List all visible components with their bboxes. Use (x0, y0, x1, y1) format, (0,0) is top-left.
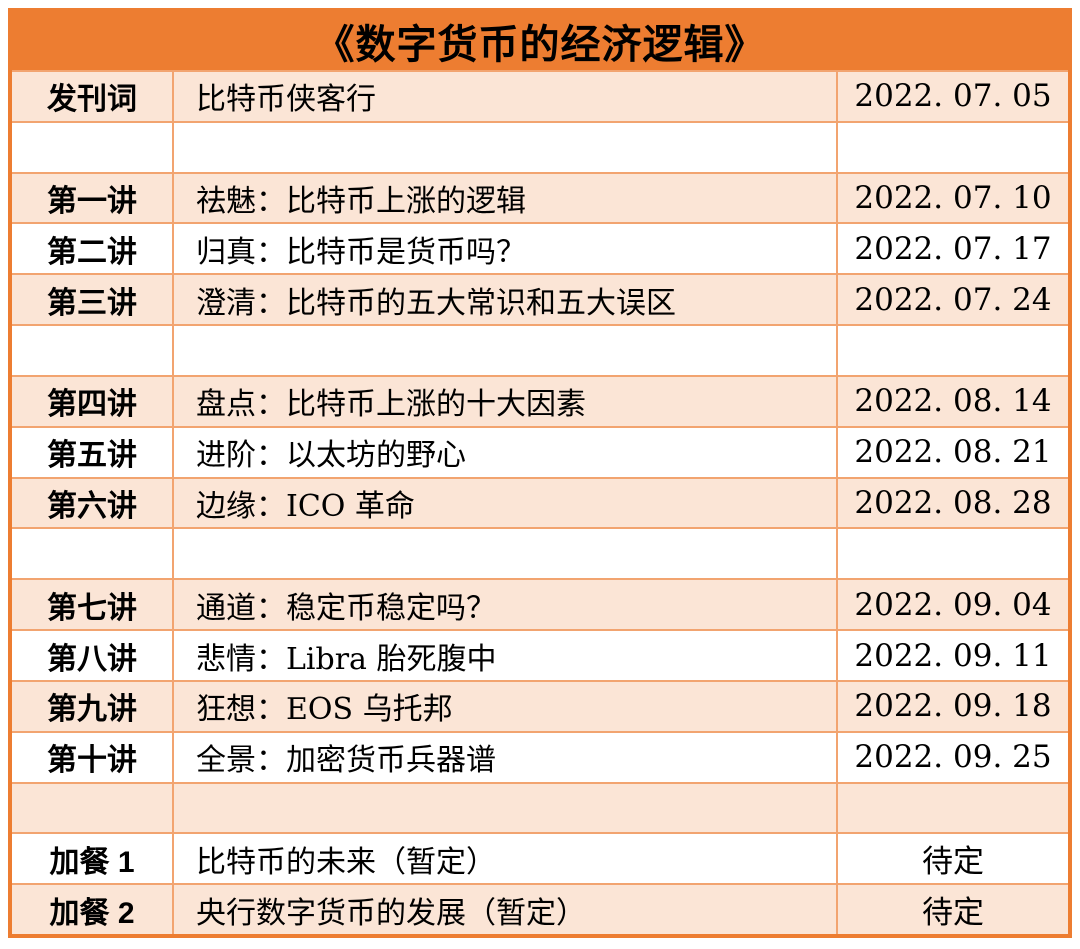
lecture-date-cell: 2022. 07. 17 (854, 230, 1052, 267)
lecture-date-cell: 待定 (922, 895, 984, 932)
lecture-label-cell: 加餐 1 (49, 845, 135, 879)
table-body: 发刊词 比特币侠客行 2022. 07. 05 第一讲 祛魅：比特币上涨的逻辑 … (12, 70, 1068, 935)
table-row: 第九讲 狂想：EOS 乌托邦 2022. 09. 18 (12, 679, 1068, 731)
lecture-label-cell (12, 529, 172, 578)
course-title: 《数字货币的经济逻辑》 (314, 23, 766, 67)
lecture-date-cell: 待定 (922, 844, 984, 881)
lecture-title-cell (172, 122, 838, 172)
lecture-date-cell (838, 529, 1068, 578)
table-row: 第二讲 归真：比特币是货币吗？ 2022. 07. 17 (12, 222, 1068, 274)
table-row (12, 324, 1068, 375)
lecture-title-cell: 比特币侠客行 (172, 72, 838, 121)
lecture-title-cell: 狂想：EOS 乌托邦 (172, 681, 838, 731)
lecture-date-cell: 2022. 08. 21 (854, 434, 1052, 471)
table-row (12, 120, 1068, 172)
lecture-title-cell: 边缘：ICO 革命 (172, 478, 838, 528)
lecture-title-cell: 澄清：比特币的五大常识和五大误区 (172, 275, 838, 325)
lecture-label-cell: 第十讲 (47, 744, 137, 778)
table-row: 第六讲 边缘：ICO 革命 2022. 08. 28 (12, 476, 1068, 528)
lecture-label-cell: 加餐 2 (49, 896, 135, 930)
lecture-label-cell (12, 123, 172, 172)
lecture-label-cell: 第五讲 (47, 439, 137, 473)
table-row (12, 527, 1068, 579)
table-row: 第八讲 悲情：Libra 胎死腹中 2022. 09. 11 (12, 629, 1068, 680)
table-row (12, 781, 1068, 833)
lecture-date-cell: 2022. 07. 24 (854, 281, 1052, 318)
lecture-label-cell: 第四讲 (47, 388, 137, 422)
lecture-title-cell: 央行数字货币的发展（暂定） (172, 885, 838, 935)
lecture-date-cell (838, 326, 1068, 375)
lecture-title-cell: 进阶：以太坊的野心 (172, 427, 838, 477)
lecture-title-cell: 全景：加密货币兵器谱 (172, 732, 838, 782)
table-row: 第七讲 通道：稳定币稳定吗？ 2022. 09. 04 (12, 578, 1068, 630)
lecture-date-cell: 2022. 08. 28 (854, 485, 1052, 522)
table-row: 发刊词 比特币侠客行 2022. 07. 05 (12, 70, 1068, 121)
lecture-label-cell: 第三讲 (47, 286, 137, 320)
lecture-date-cell: 2022. 09. 11 (854, 637, 1052, 674)
lecture-date-cell: 2022. 07. 05 (854, 78, 1052, 115)
table-row: 第一讲 祛魅：比特币上涨的逻辑 2022. 07. 10 (12, 171, 1068, 223)
lecture-label-cell: 第二讲 (47, 235, 137, 269)
table-row: 第三讲 澄清：比特币的五大常识和五大误区 2022. 07. 24 (12, 273, 1068, 325)
lecture-date-cell (838, 784, 1068, 833)
lecture-label-cell: 发刊词 (47, 83, 137, 117)
lecture-date-cell: 2022. 08. 14 (854, 383, 1052, 420)
table-row: 第五讲 进阶：以太坊的野心 2022. 08. 21 (12, 425, 1068, 477)
lecture-title-cell: 通道：稳定币稳定吗？ (172, 580, 838, 630)
table-row: 第十讲 全景：加密货币兵器谱 2022. 09. 25 (12, 730, 1068, 782)
table-row: 加餐 2 央行数字货币的发展（暂定） 待定 (12, 883, 1068, 935)
lecture-title-cell (172, 783, 838, 833)
lecture-label-cell: 第九讲 (47, 693, 137, 727)
lecture-label-cell: 第六讲 (47, 490, 137, 524)
lecture-label-cell (12, 326, 172, 375)
lecture-title-cell: 比特币的未来（暂定） (172, 834, 838, 884)
lecture-title-cell: 盘点：比特币上涨的十大因素 (172, 376, 838, 426)
table-title-row: 《数字货币的经济逻辑》 (12, 12, 1068, 70)
table-row: 第四讲 盘点：比特币上涨的十大因素 2022. 08. 14 (12, 374, 1068, 426)
lecture-label-cell: 第七讲 (47, 591, 137, 625)
lecture-date-cell: 2022. 09. 04 (854, 586, 1052, 623)
lecture-title-cell: 归真：比特币是货币吗？ (172, 224, 838, 274)
lecture-date-cell: 2022. 07. 10 (854, 180, 1052, 217)
table-row: 加餐 1 比特币的未来（暂定） 待定 (12, 832, 1068, 884)
lecture-date-cell: 2022. 09. 25 (854, 739, 1052, 776)
lecture-label-cell: 第一讲 (47, 185, 137, 219)
lecture-label-cell (12, 784, 172, 833)
lecture-title-cell: 祛魅：比特币上涨的逻辑 (172, 173, 838, 223)
lecture-date-cell (838, 123, 1068, 172)
lecture-date-cell: 2022. 09. 18 (854, 688, 1052, 725)
lecture-title-cell: 悲情：Libra 胎死腹中 (172, 631, 838, 680)
lecture-label-cell: 第八讲 (47, 642, 137, 676)
lecture-title-cell (172, 529, 838, 579)
course-schedule-table: 《数字货币的经济逻辑》 发刊词 比特币侠客行 2022. 07. 05 第一讲 … (8, 8, 1072, 938)
lecture-title-cell (172, 326, 838, 375)
